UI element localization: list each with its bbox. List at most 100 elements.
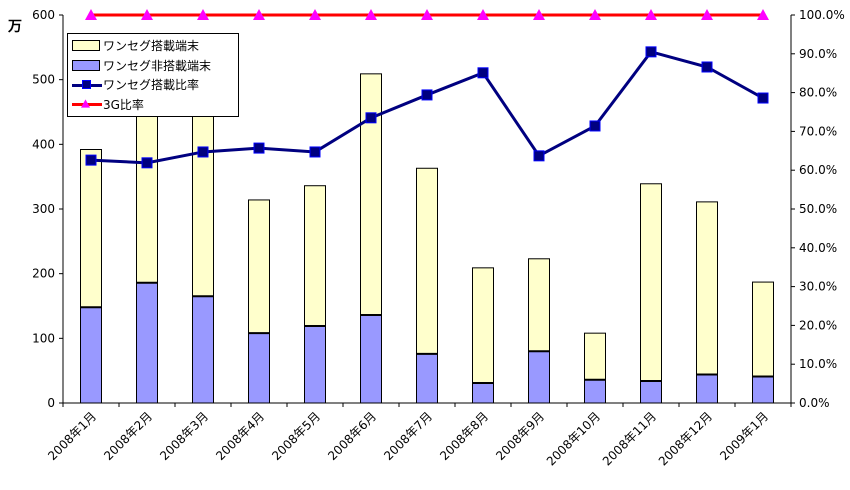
y2-tick-label: 60.0% [799, 163, 837, 177]
square-marker-icon [477, 67, 489, 79]
y-tick-label: 500 [32, 73, 55, 87]
square-marker-icon [757, 92, 769, 104]
legend-label: 3G比率 [103, 97, 144, 112]
square-marker-icon [197, 146, 209, 158]
triangle-marker-icon [197, 9, 209, 20]
triangle-marker-icon [701, 9, 713, 20]
y-tick-label: 200 [32, 267, 55, 281]
legend-label: ワンセグ非搭載端末 [103, 58, 212, 73]
bar-non-onseg [192, 295, 214, 404]
triangle-marker-icon [85, 9, 97, 20]
bar-series [80, 73, 774, 404]
triangle-marker-line-icon [72, 98, 102, 110]
triangle-marker-icon [533, 9, 545, 20]
legend-item-onseg-equipped: ワンセグ搭載端末 [72, 36, 234, 56]
y-tick-label: 600 [32, 8, 55, 22]
bar-non-onseg [248, 332, 270, 404]
y2-tick-label: 90.0% [799, 47, 837, 61]
square-marker-icon [421, 89, 433, 101]
bar-non-onseg [640, 380, 662, 404]
triangle-marker-icon [477, 9, 489, 20]
triangle-marker-icon [589, 9, 601, 20]
square-marker-line-icon [72, 79, 102, 91]
triangle-marker-icon [757, 9, 769, 20]
bar-non-onseg [528, 350, 550, 404]
bar-onseg [752, 281, 774, 377]
triangle-marker-icon [365, 9, 377, 20]
axes: 0 100 200 300 400 500 600 0.0% 10.0% 20.0% 30.0% 40… [32, 8, 845, 410]
square-marker-icon [85, 154, 97, 166]
x-tick-label: 2008年8月 [437, 409, 491, 463]
legend-label: ワンセグ搭載比率 [103, 78, 200, 93]
y-tick-label: 0 [47, 396, 55, 410]
legend: ワンセグ搭載端末 ワンセグ非搭載端末 ワンセグ搭載比率 3G比率 [67, 33, 239, 117]
y-axis-unit-label: 万 [8, 19, 22, 35]
x-tick-label: 2008年12月 [656, 409, 715, 468]
bar-non-onseg [696, 374, 718, 404]
bar-onseg [584, 332, 606, 381]
x-tick-label: 2009年1月 [717, 409, 771, 463]
bar-non-onseg [136, 282, 158, 404]
y-tick-label: 100 [32, 331, 55, 345]
bar-non-onseg [80, 306, 102, 404]
y2-tick-label: 20.0% [799, 318, 837, 332]
x-tick-label: 2008年6月 [325, 409, 379, 463]
y2-tick-label: 0.0% [799, 396, 830, 410]
y2-tick-label: 50.0% [799, 202, 837, 216]
bar-onseg [640, 183, 662, 382]
bar-non-onseg [584, 379, 606, 404]
y2-tick-label: 10.0% [799, 357, 837, 371]
x-tick-label: 2008年4月 [213, 409, 267, 463]
square-marker-icon [141, 157, 153, 169]
x-tick-label: 2008年1月 [45, 409, 99, 463]
bar-onseg [696, 201, 718, 376]
bar-onseg [416, 167, 438, 355]
legend-item-onseg-not-equipped: ワンセグ非搭載端末 [72, 56, 234, 76]
bar-onseg [528, 258, 550, 352]
bar-non-onseg [472, 382, 494, 404]
legend-label: ワンセグ搭載端末 [103, 39, 200, 54]
bar-onseg [80, 149, 102, 308]
square-marker-icon [645, 46, 657, 58]
bar-onseg [248, 199, 270, 334]
triangle-marker-icon [141, 9, 153, 20]
legend-swatch-icon [72, 59, 100, 71]
triangle-marker-icon [253, 9, 265, 20]
square-marker-icon [701, 61, 713, 73]
triangle-marker-icon [421, 9, 433, 20]
x-tick-label: 2008年7月 [381, 409, 435, 463]
line-series [85, 9, 769, 169]
bar-onseg [136, 92, 158, 284]
x-tick-label: 2008年3月 [157, 409, 211, 463]
legend-item-onseg-ratio: ワンセグ搭載比率 [72, 75, 234, 95]
legend-item-3g-ratio: 3G比率 [72, 95, 234, 115]
triangle-marker-icon [309, 9, 321, 20]
square-marker-icon [589, 120, 601, 132]
y-tick-label: 300 [32, 202, 55, 216]
square-marker-icon [253, 142, 265, 154]
bar-onseg [360, 73, 382, 316]
y2-tick-label: 70.0% [799, 124, 837, 138]
bar-onseg [304, 185, 326, 327]
legend-swatch-icon [72, 40, 100, 52]
square-marker-icon [309, 146, 321, 158]
y-tick-label: 400 [32, 137, 55, 151]
x-axis-labels: 2008年1月 2008年2月 2008年3月 2008年4月 2008年5月 2008年… [45, 409, 771, 468]
bar-onseg [192, 103, 214, 297]
y2-tick-label: 100.0% [799, 8, 845, 22]
y2-tick-label: 80.0% [799, 86, 837, 100]
bar-non-onseg [752, 375, 774, 404]
bar-non-onseg [304, 325, 326, 404]
x-tick-label: 2008年9月 [493, 409, 547, 463]
bar-onseg [472, 267, 494, 384]
y2-tick-label: 40.0% [799, 241, 837, 255]
x-tick-label: 2008年10月 [544, 409, 603, 468]
y2-tick-label: 30.0% [799, 280, 837, 294]
triangle-marker-icon [645, 9, 657, 20]
x-tick-label: 2008年5月 [269, 409, 323, 463]
bar-non-onseg [360, 314, 382, 404]
x-tick-label: 2008年2月 [101, 409, 155, 463]
square-marker-icon [365, 112, 377, 124]
bar-non-onseg [416, 353, 438, 404]
